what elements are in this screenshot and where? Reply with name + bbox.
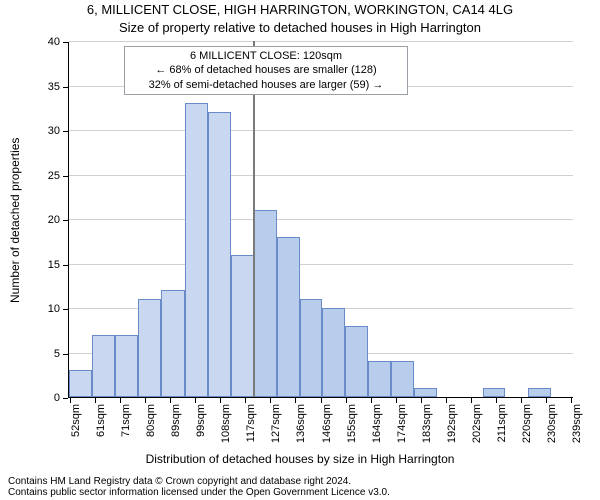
x-tick-mark	[321, 398, 322, 403]
x-tick-label: 192sqm	[446, 404, 458, 454]
x-tick-label: 155sqm	[346, 404, 358, 454]
chart-subtitle: Size of property relative to detached ho…	[0, 20, 600, 35]
footer-text: Contains HM Land Registry data © Crown c…	[8, 476, 390, 498]
y-tick-mark	[63, 176, 68, 177]
x-tick-label: 108sqm	[220, 404, 232, 454]
gridline	[69, 130, 573, 131]
gridline	[69, 219, 573, 220]
x-tick-label: 71sqm	[120, 404, 132, 454]
x-tick-mark	[270, 398, 271, 403]
histogram-bar	[300, 299, 323, 397]
y-tick-label: 30	[30, 125, 60, 137]
histogram-bar	[528, 388, 551, 397]
x-tick-label: 230sqm	[546, 404, 558, 454]
x-tick-mark	[70, 398, 71, 403]
x-tick-mark	[220, 398, 221, 403]
annotation-line-1: 6 MILLICENT CLOSE: 120sqm	[131, 49, 401, 63]
histogram-bar	[92, 335, 115, 397]
y-tick-mark	[63, 309, 68, 310]
x-tick-mark	[371, 398, 372, 403]
histogram-bar	[391, 361, 414, 397]
x-tick-mark	[421, 398, 422, 403]
y-axis-label: Number of detached properties	[8, 137, 22, 302]
x-tick-mark	[546, 398, 547, 403]
gridline	[69, 175, 573, 176]
x-tick-mark	[95, 398, 96, 403]
y-tick-label: 40	[30, 36, 60, 48]
x-tick-mark	[496, 398, 497, 403]
histogram-bar	[483, 388, 506, 397]
histogram-bar	[414, 388, 437, 397]
y-tick-mark	[63, 398, 68, 399]
footer-line-2: Contains public sector information licen…	[8, 487, 390, 498]
x-tick-label: 117sqm	[245, 404, 257, 454]
y-tick-mark	[63, 131, 68, 132]
y-tick-label: 0	[30, 392, 60, 404]
histogram-bar	[69, 370, 92, 397]
y-tick-mark	[63, 42, 68, 43]
y-tick-mark	[63, 87, 68, 88]
x-tick-mark	[396, 398, 397, 403]
annotation-line-2: ← 68% of detached houses are smaller (12…	[131, 63, 401, 77]
x-tick-label: 127sqm	[270, 404, 282, 454]
histogram-bar	[368, 361, 391, 397]
x-tick-mark	[245, 398, 246, 403]
x-tick-mark	[446, 398, 447, 403]
y-tick-label: 10	[30, 303, 60, 315]
histogram-bar	[185, 103, 208, 397]
histogram-bar	[208, 112, 231, 397]
x-tick-label: 136sqm	[295, 404, 307, 454]
x-tick-mark	[346, 398, 347, 403]
gridline	[69, 41, 573, 42]
histogram-bar	[277, 237, 300, 397]
x-tick-mark	[521, 398, 522, 403]
x-tick-mark	[195, 398, 196, 403]
x-tick-label: 61sqm	[95, 404, 107, 454]
x-tick-label: 52sqm	[70, 404, 82, 454]
x-tick-label: 99sqm	[195, 404, 207, 454]
x-tick-mark	[120, 398, 121, 403]
gridline	[69, 264, 573, 265]
x-tick-label: 80sqm	[145, 404, 157, 454]
x-tick-label: 220sqm	[521, 404, 533, 454]
annotation-line-3: 32% of semi-detached houses are larger (…	[131, 78, 401, 92]
y-tick-label: 5	[30, 348, 60, 360]
x-tick-label: 174sqm	[396, 404, 408, 454]
x-tick-mark	[170, 398, 171, 403]
footer-line-1: Contains HM Land Registry data © Crown c…	[8, 476, 390, 487]
histogram-bar	[161, 290, 184, 397]
annotation-box: 6 MILLICENT CLOSE: 120sqm ← 68% of detac…	[124, 46, 408, 95]
x-tick-label: 183sqm	[421, 404, 433, 454]
x-tick-mark	[471, 398, 472, 403]
y-tick-label: 15	[30, 259, 60, 271]
histogram-bar	[322, 308, 345, 397]
chart-title: 6, MILLICENT CLOSE, HIGH HARRINGTON, WOR…	[0, 2, 600, 17]
x-tick-label: 89sqm	[170, 404, 182, 454]
x-tick-mark	[571, 398, 572, 403]
y-tick-mark	[63, 265, 68, 266]
y-tick-mark	[63, 220, 68, 221]
y-tick-label: 20	[30, 214, 60, 226]
y-tick-label: 35	[30, 81, 60, 93]
x-tick-label: 211sqm	[496, 404, 508, 454]
histogram-bar	[254, 210, 277, 397]
x-tick-label: 202sqm	[471, 404, 483, 454]
x-tick-mark	[145, 398, 146, 403]
x-tick-label: 239sqm	[571, 404, 583, 454]
x-tick-label: 164sqm	[371, 404, 383, 454]
histogram-bar	[345, 326, 368, 397]
plot-area: 6 MILLICENT CLOSE: 120sqm ← 68% of detac…	[68, 42, 573, 398]
histogram-bar	[231, 255, 254, 397]
x-tick-mark	[295, 398, 296, 403]
x-axis-label: Distribution of detached houses by size …	[0, 452, 600, 466]
y-tick-mark	[63, 354, 68, 355]
histogram-bar	[115, 335, 138, 397]
y-tick-label: 25	[30, 170, 60, 182]
x-tick-label: 146sqm	[321, 404, 333, 454]
histogram-bar	[138, 299, 161, 397]
